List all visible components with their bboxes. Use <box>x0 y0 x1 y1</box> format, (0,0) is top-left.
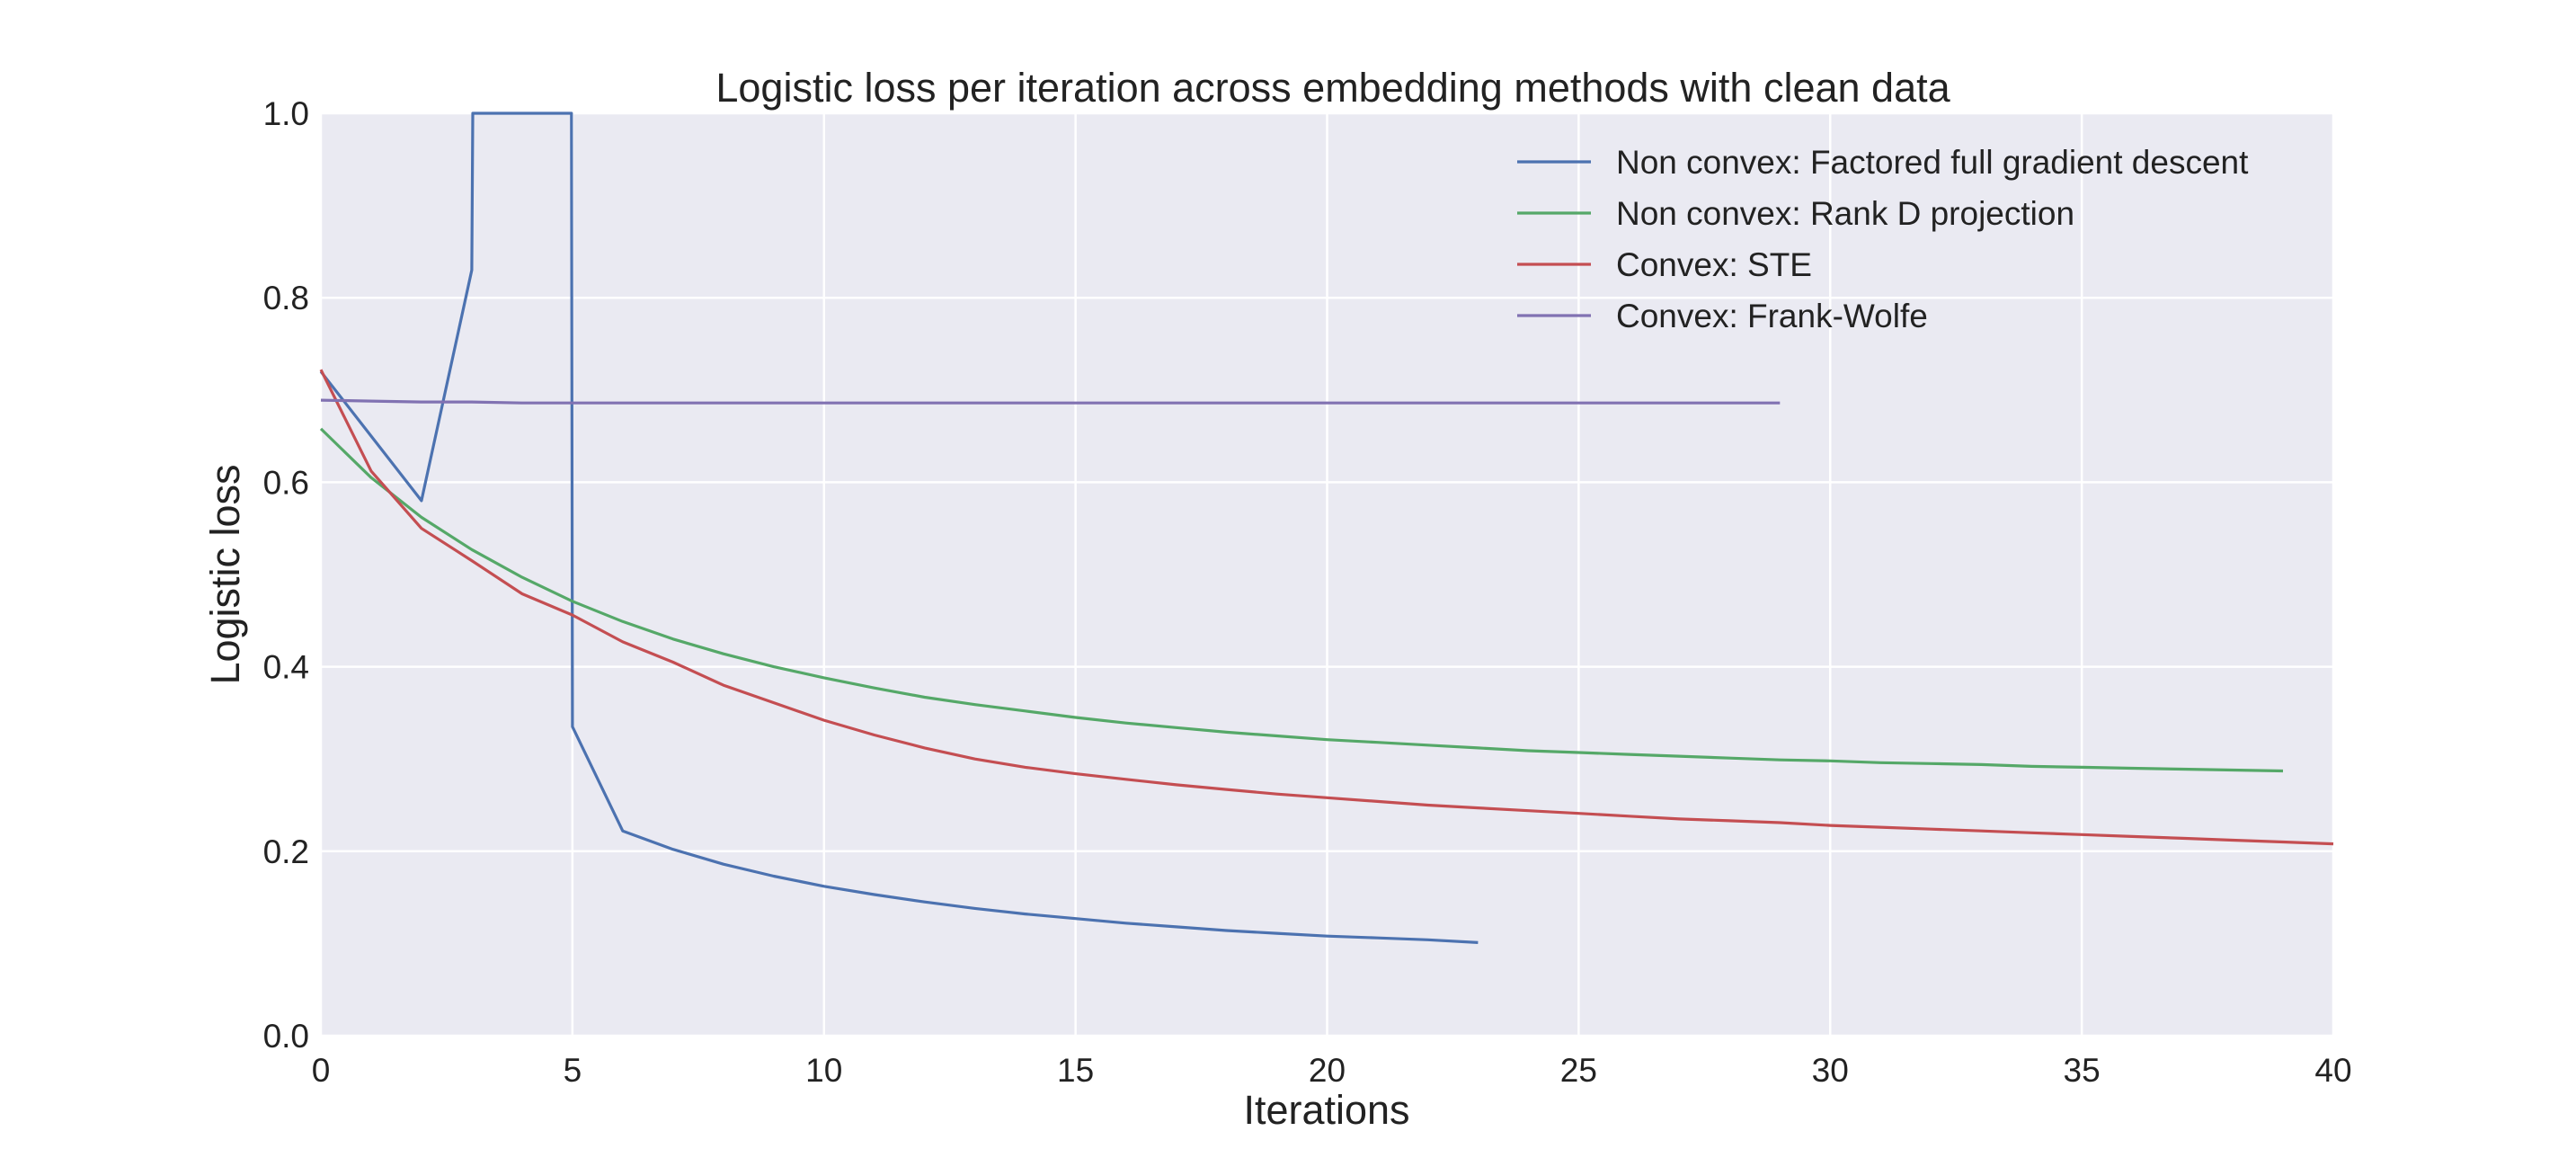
y-tick-label: 1.0 <box>263 95 309 132</box>
legend-label: Convex: Frank-Wolfe <box>1616 298 1928 334</box>
x-axis-label: Iterations <box>1243 1087 1409 1133</box>
x-tick-label: 25 <box>1560 1052 1597 1089</box>
x-tick-label: 35 <box>2064 1052 2101 1089</box>
x-tick-label: 5 <box>564 1052 582 1089</box>
x-axis-ticks: 0 5 10 15 20 25 30 35 40 <box>312 1052 2352 1089</box>
x-tick-label: 15 <box>1057 1052 1094 1089</box>
x-tick-label: 10 <box>805 1052 842 1089</box>
x-tick-label: 30 <box>1812 1052 1849 1089</box>
y-axis-label: Logistic loss <box>202 464 248 684</box>
y-tick-label: 0.6 <box>263 464 309 501</box>
chart-title: Logistic loss per iteration across embed… <box>715 65 1950 111</box>
series-line-4 <box>320 398 1781 405</box>
x-tick-label: 0 <box>312 1052 331 1089</box>
legend-label: Convex: STE <box>1616 246 1812 283</box>
series-line-1 <box>319 111 1479 944</box>
legend-label: Non convex: Factored full gradient desce… <box>1616 144 2249 181</box>
series-line-2 <box>319 427 2284 773</box>
series-line-3 <box>319 369 2334 846</box>
legend-label: Non convex: Rank D projection <box>1616 195 2074 232</box>
y-tick-label: 0.8 <box>263 280 309 316</box>
y-tick-label: 0.2 <box>263 833 309 870</box>
y-axis-ticks: 0.0 0.2 0.4 0.6 0.8 1.0 <box>263 95 309 1055</box>
y-tick-label: 0.4 <box>263 649 309 686</box>
grid-lines <box>319 111 2335 1038</box>
x-tick-label: 20 <box>1309 1052 1346 1089</box>
legend: Non convex: Factored full gradient desce… <box>1517 144 2249 334</box>
series-lines <box>319 111 2334 944</box>
x-tick-label: 40 <box>2314 1052 2351 1089</box>
y-tick-label: 0.0 <box>263 1018 309 1055</box>
